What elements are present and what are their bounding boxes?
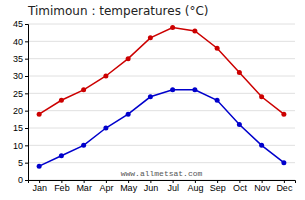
point (237, 70, 242, 75)
x-tick: Feb (54, 180, 70, 193)
point (126, 56, 131, 61)
point (59, 98, 64, 103)
point (59, 153, 64, 158)
point (148, 94, 153, 99)
point (259, 94, 264, 99)
y-tick-mark (25, 76, 28, 77)
x-tick-label: Apr (99, 183, 113, 193)
marks (37, 25, 287, 169)
point (215, 98, 220, 103)
grid-line (28, 58, 295, 59)
y-tick-mark (25, 163, 28, 164)
x-tick-label: May (120, 183, 138, 193)
point (170, 25, 175, 30)
point (37, 112, 42, 117)
grid (28, 24, 295, 180)
x-tick: Jun (144, 180, 159, 193)
x-tick: Jan (32, 180, 47, 193)
grid-line (28, 76, 295, 77)
grid-line (28, 145, 295, 146)
grid-line (28, 128, 295, 129)
x-tick: Dec (276, 180, 293, 193)
x-tick: May (120, 180, 138, 193)
x-tick-label: Feb (54, 183, 70, 193)
x-tick: Apr (99, 180, 113, 193)
y-tick: 40 (13, 37, 28, 47)
y-tick-label: 40 (13, 37, 23, 47)
plot: 0 5 10 15 20 25 30 35 40 45 Jan Feb Mar Apr May Jun Jul A… (13, 19, 296, 193)
x-tick-label: Jan (32, 183, 47, 193)
y-tick-mark (25, 59, 28, 60)
x-tick: Mar (76, 180, 92, 193)
y-tick-label: 45 (13, 19, 23, 29)
y-tick-label: 0 (18, 175, 23, 185)
y-tick-mark (25, 93, 28, 94)
y-tick-label: 30 (13, 71, 23, 81)
x-tick: Jul (167, 180, 179, 193)
y-tick: 20 (13, 106, 28, 116)
y-tick-label: 15 (13, 123, 23, 133)
y-axis: 0 5 10 15 20 25 30 35 40 45 (13, 19, 29, 185)
y-tick-label: 25 (13, 89, 23, 99)
point (281, 160, 286, 165)
y-tick: 25 (13, 89, 28, 99)
x-tick: Oct (233, 180, 248, 193)
point (170, 87, 175, 92)
x-tick-label: Aug (187, 183, 203, 193)
annotation: www.allmetsat.com (121, 169, 203, 178)
x-tick: Sep (210, 180, 226, 193)
grid-line (28, 162, 295, 163)
point (81, 87, 86, 92)
y-tick-label: 5 (18, 158, 23, 168)
x-axis: Jan Feb Mar Apr May Jun Jul Aug Sep Oct Nov Dec (29, 180, 296, 193)
x-tick-label: Mar (76, 183, 92, 193)
series-line (39, 27, 284, 114)
y-tick-label: 10 (13, 141, 23, 151)
title: Timimoun : temperatures (°C) (27, 4, 208, 18)
y-tick: 10 (13, 141, 28, 151)
grid-line (28, 110, 295, 111)
y-axis-line (25, 25, 29, 181)
point (192, 28, 197, 33)
point (103, 74, 108, 79)
y-tick-mark (25, 111, 28, 112)
y-tick-mark (25, 41, 28, 42)
point (281, 112, 286, 117)
point (126, 112, 131, 117)
point (148, 35, 153, 40)
grid-line (28, 24, 295, 25)
point (37, 164, 42, 169)
x-tick: Nov (254, 180, 271, 193)
point (81, 143, 86, 148)
y-tick: 30 (13, 71, 28, 81)
x-tick-label: Jul (167, 183, 179, 193)
x-tick-label: Dec (276, 183, 293, 193)
x-tick: Aug (187, 180, 203, 193)
point (215, 46, 220, 51)
point (237, 122, 242, 127)
x-tick-label: Oct (233, 183, 248, 193)
y-tick: 45 (13, 19, 28, 29)
y-tick-mark (25, 128, 28, 129)
y-tick: 15 (13, 123, 28, 133)
y-tick: 5 (18, 158, 28, 168)
y-tick-mark (25, 145, 28, 146)
point (259, 143, 264, 148)
y-tick: 0 (18, 175, 28, 185)
y-tick-label: 35 (13, 54, 23, 64)
y-tick-label: 20 (13, 106, 23, 116)
point (192, 87, 197, 92)
x-tick-label: Nov (254, 183, 271, 193)
y-tick-mark (25, 24, 28, 25)
point (103, 126, 108, 131)
y-tick: 35 (13, 54, 28, 64)
grid-line (28, 41, 295, 42)
series-line (39, 90, 284, 166)
chart: 0 5 10 15 20 25 30 35 40 45 Jan Feb Mar Apr May Jun Jul A… (0, 0, 305, 200)
x-tick-label: Sep (210, 183, 226, 193)
y-tick-mark (25, 180, 28, 181)
x-tick-label: Jun (144, 183, 159, 193)
